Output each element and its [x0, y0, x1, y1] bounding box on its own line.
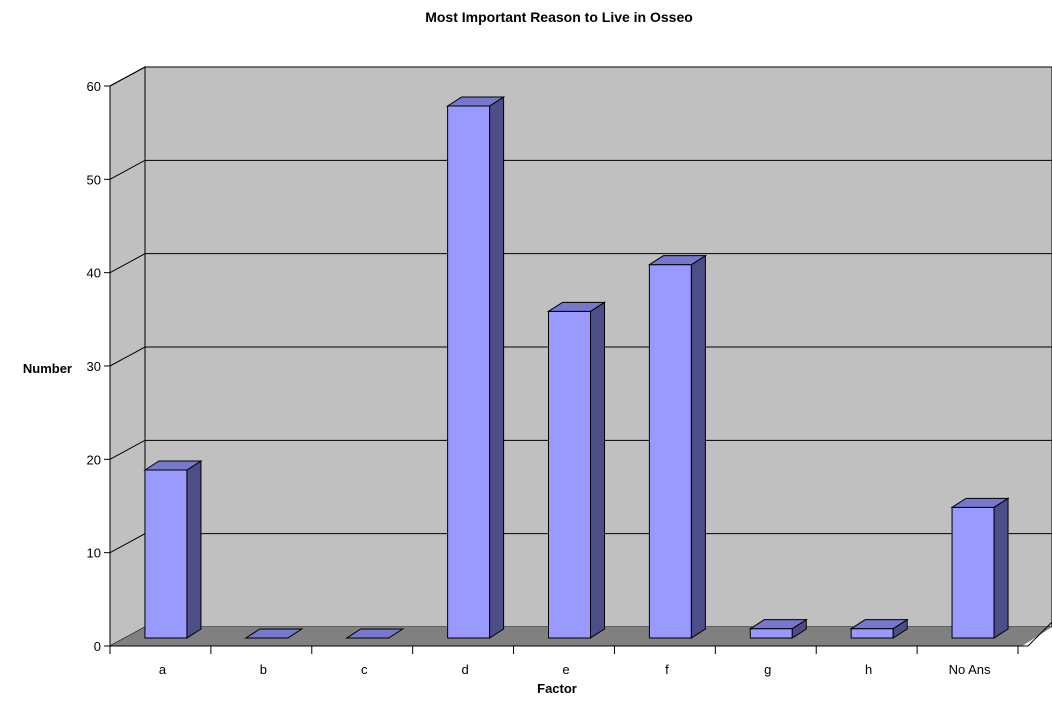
bar-g — [748, 618, 808, 639]
bar-f — [647, 254, 708, 639]
bar-c — [345, 628, 405, 639]
gridline — [109, 439, 1052, 460]
bar-top — [445, 96, 506, 107]
axes — [104, 85, 1052, 654]
x-tick-label: c — [361, 662, 368, 677]
x-tick-label: e — [562, 662, 569, 677]
bars — [143, 96, 1010, 639]
bar-front — [447, 105, 491, 639]
bar-front — [749, 628, 793, 639]
bar-top — [849, 619, 909, 630]
bar-side — [690, 254, 706, 639]
bar-side — [590, 301, 605, 639]
y-tick-label: 40 — [87, 266, 101, 281]
bar-top — [546, 301, 607, 312]
bar-no-ans — [950, 497, 1010, 639]
y-tick-label: 60 — [87, 79, 101, 94]
x-tick-label: a — [159, 662, 167, 677]
y-tick-label: 20 — [87, 452, 101, 467]
bar-front — [850, 628, 894, 639]
y-tick-label: 10 — [87, 546, 101, 561]
x-tick-label: g — [764, 662, 771, 677]
bar-d — [445, 96, 506, 639]
y-tick-label: 0 — [94, 639, 101, 654]
bar-b — [244, 628, 304, 639]
x-tick-label: b — [260, 662, 267, 677]
x-tick-label: h — [865, 662, 872, 677]
bar-top — [244, 628, 304, 639]
y-tick-label: 30 — [87, 359, 101, 374]
y-axis-title: Number — [23, 361, 72, 376]
gridline — [109, 159, 1052, 180]
bar-top — [345, 628, 405, 639]
bar-top — [647, 255, 708, 266]
bar-top — [950, 497, 1010, 508]
bar-front — [144, 469, 188, 639]
x-tick-label: No Ans — [949, 662, 991, 677]
bar-top — [748, 619, 808, 630]
gridline — [109, 66, 1052, 87]
bar-a — [143, 460, 203, 639]
bar-top — [143, 460, 203, 471]
bar-front — [951, 506, 995, 639]
tick-labels: 0 10 20 30 40 50 60 a b c d e f g h No Ans — [87, 79, 991, 677]
x-tick-label: d — [461, 662, 468, 677]
x-tick-label: f — [665, 662, 669, 677]
bar-front — [648, 264, 692, 639]
bar-side — [993, 497, 1009, 639]
gridline — [109, 346, 1052, 367]
floor-edge — [1027, 621, 1052, 647]
bar-e — [546, 301, 607, 639]
y-tick-label: 50 — [87, 172, 101, 187]
bar-h — [849, 618, 909, 639]
x-axis-title: Factor — [537, 681, 577, 696]
bar-front — [548, 310, 591, 639]
gridline — [109, 253, 1052, 274]
chart-title: Most Important Reason to Live in Osseo — [425, 9, 693, 25]
bar-side — [186, 460, 202, 639]
bar-side — [489, 96, 505, 639]
